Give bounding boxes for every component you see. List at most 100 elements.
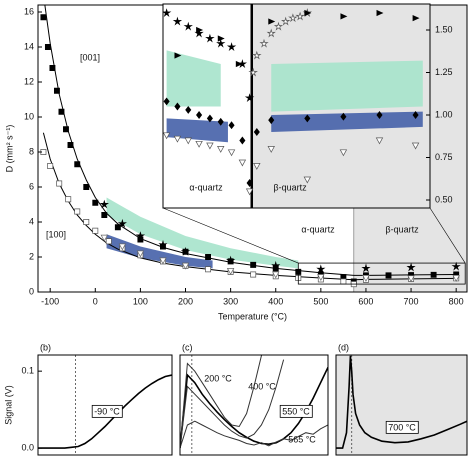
zoom-box (297, 262, 466, 285)
point (135, 231, 146, 240)
point (317, 274, 325, 281)
point (280, 16, 291, 26)
y-tick-label: 0.1 (21, 366, 34, 376)
annotation: 565 °C (288, 434, 316, 444)
x-tick-label: -100 (41, 296, 59, 306)
panel: 0.50 0.75 1.00 1.25 1.50 α-quartz β-quartz (162, 3, 453, 209)
point (238, 159, 247, 167)
point (100, 234, 109, 242)
annotation: [001] (80, 52, 100, 62)
point (259, 38, 269, 48)
band (106, 197, 299, 269)
band (166, 118, 228, 143)
zoom-indicator (162, 207, 466, 285)
x-tick-label: 800 (449, 296, 464, 306)
point (196, 26, 204, 34)
y-tick-label: 0 (29, 286, 34, 296)
point (267, 146, 275, 153)
point (105, 238, 112, 245)
point (195, 140, 203, 148)
point (252, 50, 262, 60)
point (406, 262, 416, 272)
y-tick-label: 4 (29, 216, 34, 226)
point (451, 261, 461, 271)
panel-label: (d) (338, 342, 349, 352)
point (205, 266, 212, 273)
point (303, 176, 312, 184)
point (340, 278, 347, 285)
line (180, 420, 328, 449)
point (253, 128, 260, 136)
point (83, 184, 90, 190)
y-tick-label: 14 (24, 41, 34, 51)
point (99, 199, 109, 209)
point (304, 9, 312, 17)
annotation: 700 °C (388, 422, 416, 432)
point (430, 271, 437, 278)
point (206, 142, 214, 150)
point (217, 117, 224, 126)
point (411, 142, 420, 150)
point (295, 11, 305, 21)
point (63, 126, 69, 133)
x-tick-label: 0 (93, 296, 98, 306)
panel-label: (c) (182, 342, 193, 352)
frame (162, 3, 431, 209)
point (117, 218, 127, 228)
panel: (d) 700 °C (335, 342, 468, 456)
point (227, 149, 236, 157)
y-tick-label: 6 (29, 181, 34, 191)
plot-area (163, 4, 430, 208)
annotation: 550 °C (282, 406, 310, 416)
point (271, 260, 281, 270)
x-tick-label: 100 (133, 296, 148, 306)
point (412, 111, 419, 119)
point (228, 121, 235, 130)
beta-region (336, 355, 467, 455)
point (56, 180, 63, 187)
band (271, 60, 423, 112)
point (183, 21, 193, 31)
point (245, 188, 254, 196)
point (185, 105, 192, 114)
point (174, 52, 182, 59)
y-tick-label: 12 (24, 76, 34, 86)
point (376, 9, 384, 17)
y-tick-label: 0.50 (435, 194, 453, 204)
band (166, 50, 221, 107)
x-axis-label: Temperature (°C) (218, 311, 287, 321)
point (74, 161, 81, 168)
point (174, 102, 181, 111)
point (181, 262, 190, 270)
line (180, 359, 285, 449)
point (412, 14, 420, 22)
point (114, 224, 121, 231)
point (49, 65, 56, 71)
point (65, 196, 72, 203)
point (83, 219, 90, 225)
point (340, 112, 347, 121)
annotation: -90 °C (94, 406, 120, 416)
point (226, 255, 236, 265)
y-tick-label: 0.75 (435, 152, 453, 162)
x-tick-label: 500 (313, 296, 328, 306)
frame (335, 354, 468, 456)
point (40, 149, 47, 155)
point (250, 261, 257, 268)
annotation-box (385, 420, 419, 434)
point (217, 146, 225, 153)
plot-area (38, 355, 172, 455)
point (246, 179, 253, 187)
y-tick-label: 1.25 (435, 67, 453, 77)
point (362, 275, 370, 282)
point (244, 93, 255, 103)
panel: (c) 200 °C 400 °C 550 °C 565 °C (179, 342, 329, 456)
y-tick-label: 10 (24, 111, 34, 121)
point (173, 135, 182, 143)
point (163, 8, 172, 18)
point (158, 239, 168, 249)
zoom-connector (429, 207, 466, 264)
point (316, 264, 326, 274)
point (376, 111, 383, 119)
point (385, 272, 392, 279)
